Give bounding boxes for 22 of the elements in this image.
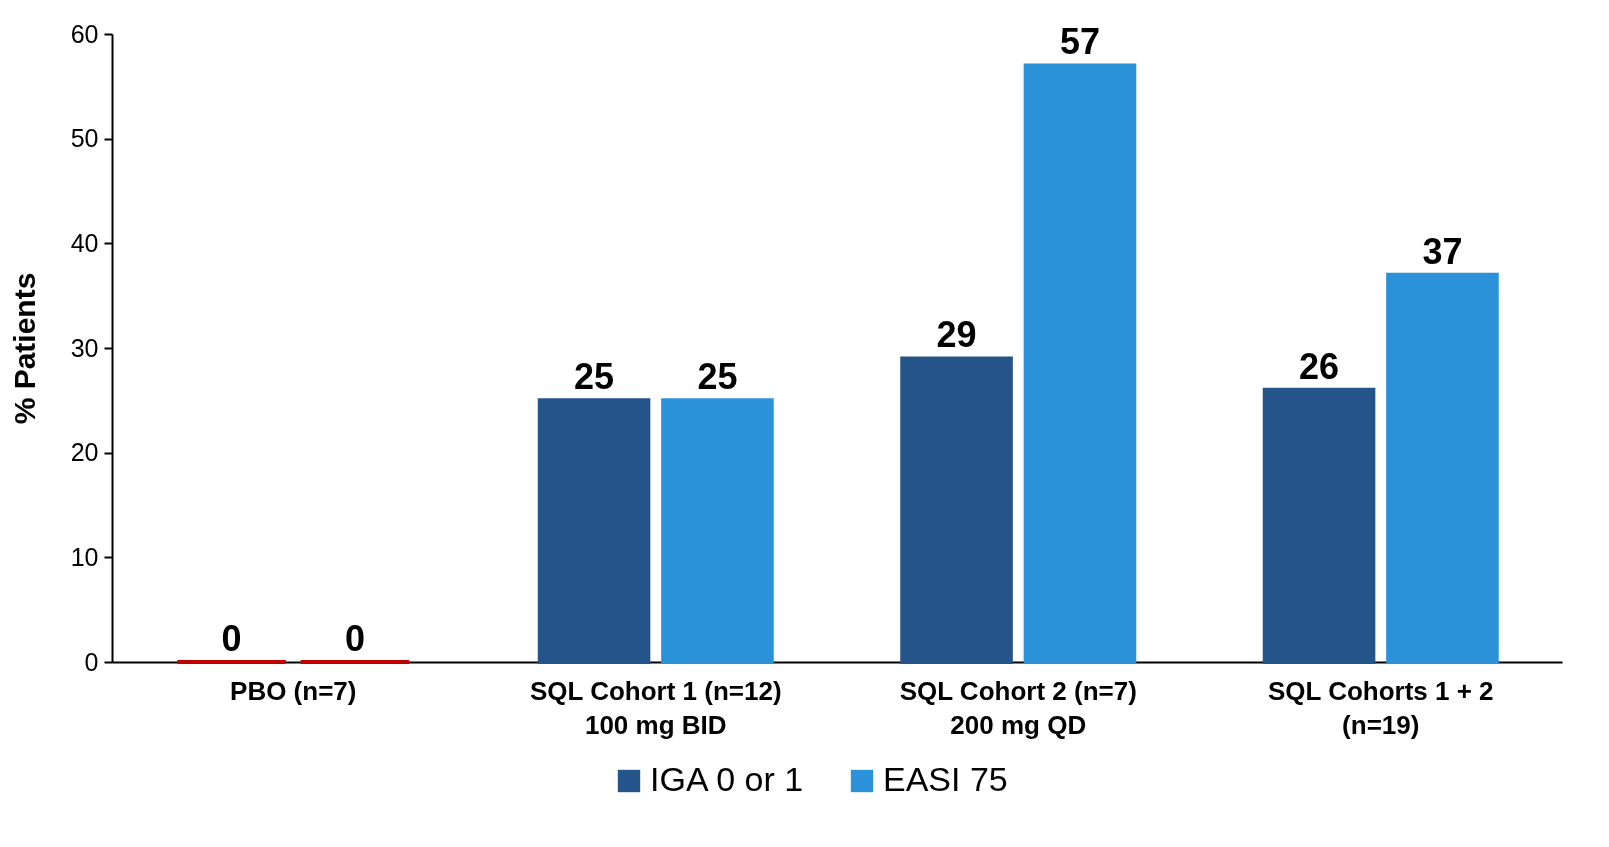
legend-label: IGA 0 or 1 <box>650 760 804 798</box>
data-label: 0 <box>221 618 242 659</box>
data-label: 37 <box>1422 230 1463 272</box>
y-tick-label: 40 <box>70 228 99 257</box>
data-label: 25 <box>574 356 615 398</box>
data-label: 26 <box>1299 345 1340 387</box>
y-tick-label: 60 <box>70 19 99 48</box>
x-tick-label: SQL Cohort 1 (n=12) 100 mg BID <box>529 675 782 740</box>
data-label: 0 <box>344 618 365 659</box>
data-label: 25 <box>697 356 738 398</box>
y-tick-label: 20 <box>70 438 99 467</box>
y-tick-label: 10 <box>70 542 99 571</box>
y-axis-title: % Patients <box>7 272 41 425</box>
y-tick-label: 0 <box>84 647 99 676</box>
x-tick-label: PBO (n=7) <box>230 675 357 706</box>
x-tick-label: SQL Cohort 2 (n=7) 200 mg QD <box>899 675 1137 740</box>
y-tick-label: 30 <box>70 333 99 362</box>
legend-label: EASI 75 <box>883 760 1008 798</box>
data-label: 57 <box>1059 21 1100 63</box>
data-label: 29 <box>936 314 977 356</box>
x-tick-label: SQL Cohorts 1 + 2 (n=19) <box>1267 675 1494 740</box>
y-tick-label: 50 <box>70 124 99 153</box>
